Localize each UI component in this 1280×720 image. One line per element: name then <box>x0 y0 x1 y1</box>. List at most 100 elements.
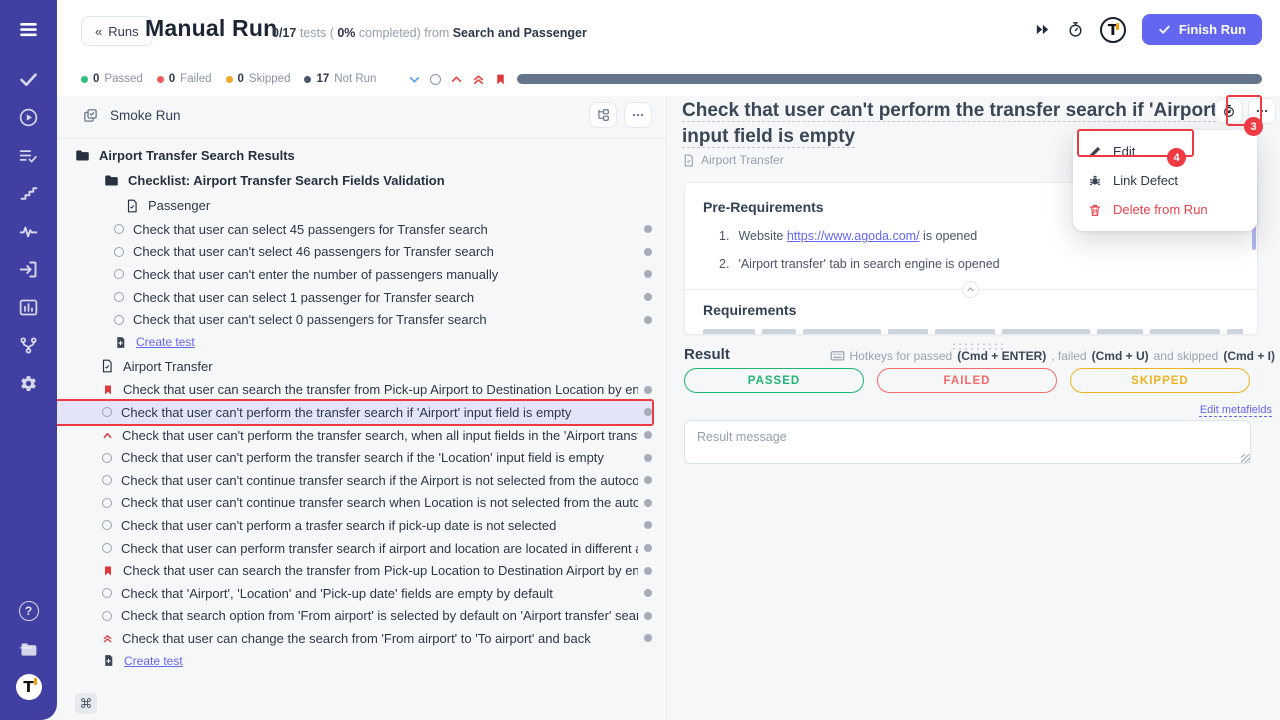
test-row[interactable]: Check that search option from 'From airp… <box>57 605 666 628</box>
test-timer-button[interactable] <box>1215 98 1243 124</box>
not-run-circle-icon <box>114 224 124 235</box>
create-test-link[interactable]: Create test <box>136 335 195 350</box>
not-run-circle-icon <box>102 543 112 554</box>
chevrons-left-icon: « <box>95 23 103 39</box>
app-logo[interactable]: T <box>15 674 42 700</box>
hotkeys-cmd-badge[interactable]: ⌘ <box>75 693 97 714</box>
status-dot <box>644 544 652 553</box>
not-run-circle-icon <box>102 452 112 463</box>
textarea-resize-grip[interactable] <box>1241 454 1250 463</box>
test-row[interactable]: Check that user can't perform a trasfer … <box>57 514 666 537</box>
projects-folder-icon[interactable] <box>16 636 42 662</box>
skipped-dot <box>225 75 233 83</box>
test-row[interactable]: Check that user can't continue transfer … <box>57 469 666 492</box>
hierarchy-icon <box>598 109 609 121</box>
test-row[interactable]: Check that 'Airport', 'Location' and 'Pi… <box>57 582 666 605</box>
test-row[interactable]: Check that user can change the search fr… <box>57 627 666 650</box>
test-title[interactable]: Check that user can't perform the transf… <box>682 100 1222 147</box>
test-row[interactable]: Check that user can't select 0 passenger… <box>57 308 666 331</box>
timer-icon <box>1224 104 1234 117</box>
check-icon <box>1159 25 1170 34</box>
reports-chart-icon[interactable] <box>16 294 42 320</box>
result-message-input[interactable] <box>684 420 1251 464</box>
status-dot <box>644 225 652 234</box>
test-row[interactable]: Check that user can search the transfer … <box>57 559 666 582</box>
test-actions-menu: Edit Link Defect Delete from Run <box>1073 130 1257 231</box>
not-run-circle-icon <box>114 269 124 280</box>
trash-icon <box>1089 204 1101 216</box>
test-row[interactable]: Check that user can't perform the transf… <box>57 446 666 469</box>
help-icon[interactable]: ? <box>16 598 42 624</box>
bookmark-icon <box>102 565 114 577</box>
runs-play-icon[interactable] <box>16 104 42 130</box>
test-row[interactable]: Check that user can't enter the number o… <box>57 263 666 286</box>
menu-item-delete-from-run[interactable]: Delete from Run <box>1073 195 1257 224</box>
menu-item-link-defect[interactable]: Link Defect <box>1073 166 1257 195</box>
run-stats: 0/17 tests ( 0% completed) from Search a… <box>272 26 587 40</box>
test-row[interactable]: Check that user can select 1 passenger f… <box>57 286 666 309</box>
timer-icon[interactable] <box>1067 21 1084 38</box>
status-filters <box>408 73 507 86</box>
panel-resize-handle[interactable] <box>950 342 1005 351</box>
passed-stat: 0 Passed <box>81 73 143 85</box>
annotation-badge-4: 4 <box>1167 148 1186 167</box>
test-tree: Airport Transfer Search Results Checklis… <box>55 139 666 673</box>
fast-forward-icon[interactable] <box>1034 21 1051 38</box>
hotkeys-hint: Hotkeys for passed (Cmd + ENTER) , faile… <box>830 348 1275 363</box>
filter-chevron-down-icon[interactable] <box>408 73 421 86</box>
run-name: Smoke Run <box>110 107 181 123</box>
branches-icon[interactable] <box>16 332 42 358</box>
skipped-button[interactable]: SKIPPED <box>1070 368 1250 393</box>
sidebar: ? T <box>0 0 57 720</box>
filter-double-chevron-up-icon[interactable] <box>472 73 485 86</box>
import-icon[interactable] <box>16 256 42 282</box>
filter-bookmark-icon[interactable] <box>494 73 507 86</box>
ellipsis-icon <box>1256 109 1268 113</box>
folder-row[interactable]: Airport Transfer Search Results <box>57 143 666 168</box>
create-test-link[interactable]: Create test <box>124 653 183 668</box>
edit-metafields-link[interactable]: Edit metafields <box>1199 404 1272 416</box>
status-dot <box>644 408 652 417</box>
folder-row[interactable]: Checklist: Airport Transfer Search Field… <box>57 168 666 193</box>
failed-button[interactable]: FAILED <box>877 368 1057 393</box>
status-dot <box>644 385 652 394</box>
annotation-badge-3: 3 <box>1244 117 1263 136</box>
tree-more-button[interactable] <box>624 102 652 128</box>
filter-chevron-up-icon[interactable] <box>450 73 463 86</box>
test-row[interactable]: Check that user can perform transfer sea… <box>57 537 666 560</box>
file-plus-icon <box>117 336 125 348</box>
steps-icon[interactable] <box>16 180 42 206</box>
not-run-circle-icon <box>102 588 112 599</box>
test-row[interactable]: Check that user can search the transfer … <box>57 379 666 402</box>
test-row[interactable]: Check that user can't select 46 passenge… <box>57 241 666 264</box>
status-dot <box>644 247 652 256</box>
menu-item-edit[interactable]: Edit <box>1073 137 1257 166</box>
menu-icon[interactable] <box>16 16 42 42</box>
suite-row-airport-transfer[interactable]: Airport Transfer <box>57 354 666 379</box>
test-plans-icon[interactable] <box>16 142 42 168</box>
create-test-row: Create test <box>57 650 666 673</box>
suite-row-passenger[interactable]: Passenger <box>57 193 666 218</box>
settings-gear-icon[interactable] <box>16 370 42 396</box>
test-row-selected[interactable]: Check that user can't perform the transf… <box>55 399 654 426</box>
test-row[interactable]: Check that user can't continue transfer … <box>57 492 666 515</box>
back-to-runs-button[interactable]: « Runs <box>81 16 153 46</box>
tests-check-icon[interactable] <box>16 66 42 92</box>
user-logo[interactable]: T <box>1099 16 1126 43</box>
pulse-icon[interactable] <box>16 218 42 244</box>
notrun-dot <box>304 75 312 83</box>
pencil-icon <box>1089 146 1101 157</box>
test-row[interactable]: Check that user can't perform the transf… <box>57 424 666 447</box>
status-dot <box>644 453 652 462</box>
test-row[interactable]: Check that user can select 45 passengers… <box>57 218 666 241</box>
filter-circle-icon[interactable] <box>430 73 442 85</box>
agoda-link[interactable]: https://www.agoda.com/ <box>786 229 920 243</box>
prereq-item: 2. 'Airport transfer' tab in search engi… <box>719 257 1000 271</box>
tree-view-button[interactable] <box>589 102 617 128</box>
passed-button[interactable]: PASSED <box>684 368 864 393</box>
test-more-button[interactable] <box>1248 98 1276 124</box>
top-bar: « Runs Manual Run 0/17 tests ( 0% comple… <box>57 0 1280 62</box>
collapse-circle-icon[interactable] <box>962 281 979 298</box>
finish-run-button[interactable]: Finish Run <box>1141 14 1262 45</box>
